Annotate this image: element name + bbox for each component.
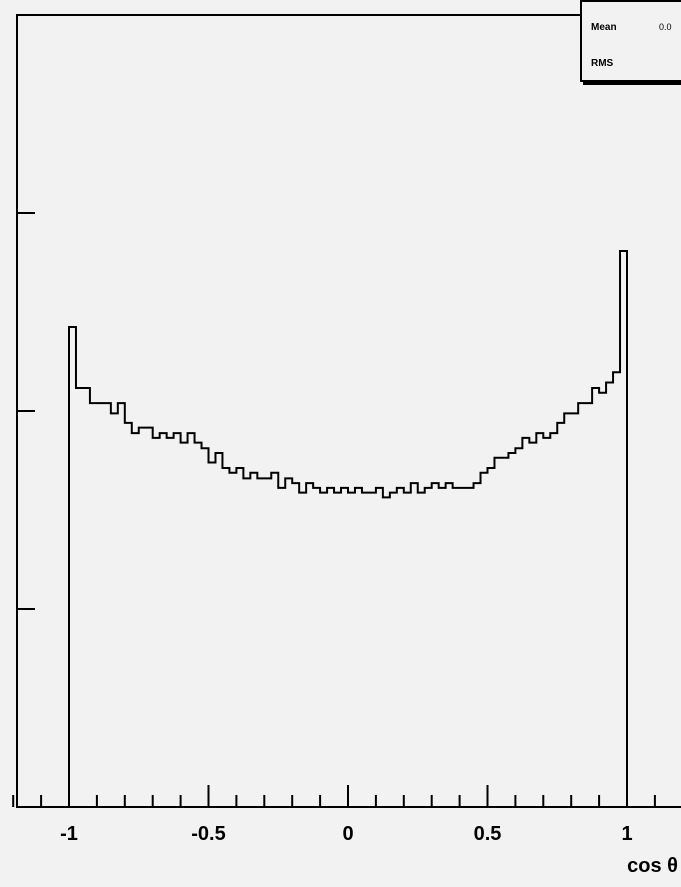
histogram-line <box>68 250 628 807</box>
x-axis-tick-labels: -1 -0.5 0 0.5 1 <box>60 823 632 845</box>
stats-mean-row: Mean 0.0 <box>591 22 672 33</box>
stats-rms-row: RMS <box>591 58 613 69</box>
stats-box: Mean 0.0 RMS <box>580 0 681 82</box>
plot-frame <box>16 14 681 808</box>
stats-rms-label: RMS <box>591 58 614 69</box>
x-tick-label: 0 <box>342 823 353 845</box>
x-tick-label: 1 <box>621 823 632 845</box>
x-axis-title: cos θ <box>627 855 678 877</box>
y-axis-ticks <box>17 14 35 610</box>
x-tick-label: -1 <box>60 823 78 845</box>
stats-mean-label: Mean <box>591 22 617 33</box>
x-tick-label: -0.5 <box>191 823 225 845</box>
x-axis-ticks <box>12 785 656 807</box>
x-tick-label: 0.5 <box>474 823 502 845</box>
stats-mean-value: 0.0 <box>659 22 672 32</box>
